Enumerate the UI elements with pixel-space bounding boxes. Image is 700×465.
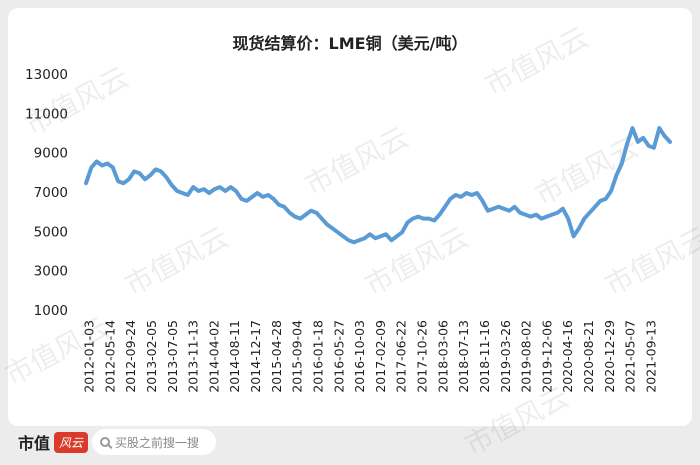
x-tick-label: 2013-07-05 bbox=[165, 320, 180, 393]
x-tick-label: 2020-04-16 bbox=[560, 320, 575, 393]
x-tick-label: 2018-11-16 bbox=[477, 320, 492, 393]
line-chart: 1000 3000 5000 7000 9000 11000 13000 2012-01-0… bbox=[25, 67, 672, 393]
x-tick-label: 2013-11-13 bbox=[186, 320, 201, 393]
search-placeholder: 买股之前搜一搜 bbox=[115, 435, 200, 450]
y-tick-label: 3000 bbox=[34, 264, 68, 280]
x-tick-label: 2021-05-07 bbox=[623, 320, 638, 393]
logo-badge: 风云 bbox=[54, 431, 89, 453]
x-tick-label: 2017-06-22 bbox=[394, 320, 409, 393]
x-tick-label: 2017-10-26 bbox=[415, 320, 430, 393]
y-tick-label: 11000 bbox=[25, 106, 68, 122]
x-tick-label: 2014-08-11 bbox=[227, 320, 242, 393]
x-tick-label: 2012-01-03 bbox=[82, 320, 97, 393]
x-tick-label: 2012-09-24 bbox=[123, 320, 138, 393]
x-tick-label: 2015-09-04 bbox=[290, 320, 305, 393]
x-tick-label: 2017-02-09 bbox=[373, 320, 388, 393]
x-tick-label: 2019-03-26 bbox=[498, 320, 513, 393]
x-tick-label: 2015-04-28 bbox=[269, 320, 284, 393]
x-tick-label: 2018-03-06 bbox=[435, 320, 450, 393]
x-tick-label: 2014-04-02 bbox=[206, 320, 221, 393]
chart-title: 现货结算价：LME铜（美元/吨） bbox=[232, 34, 468, 53]
x-tick-label: 2020-12-29 bbox=[602, 320, 617, 393]
chart-card bbox=[8, 8, 692, 426]
x-tick-label: 2021-09-13 bbox=[644, 320, 659, 393]
y-axis-ticks: 1000 3000 5000 7000 9000 11000 13000 bbox=[25, 67, 68, 319]
x-tick-label: 2016-05-27 bbox=[331, 320, 346, 393]
x-tick-label: 2016-10-03 bbox=[352, 320, 367, 393]
x-tick-label: 2020-08-21 bbox=[581, 320, 596, 393]
y-tick-label: 1000 bbox=[34, 303, 68, 319]
series-line bbox=[84, 126, 672, 245]
y-tick-label: 7000 bbox=[34, 185, 68, 201]
x-tick-label: 2018-07-13 bbox=[456, 320, 471, 393]
x-tick-label: 2012-05-14 bbox=[102, 320, 117, 393]
search-icon bbox=[100, 437, 110, 447]
x-tick-label: 2019-12-06 bbox=[539, 320, 554, 393]
y-tick-label: 13000 bbox=[25, 67, 68, 83]
search-input[interactable]: 买股之前搜一搜 bbox=[92, 429, 216, 455]
x-axis-ticks: 2012-01-03 2012-05-14 2012-09-24 2013-02-05… bbox=[82, 320, 659, 393]
x-tick-label: 2016-01-18 bbox=[310, 320, 325, 393]
brand-logo[interactable]: 市值 风云 bbox=[18, 430, 89, 454]
logo-text: 市值 bbox=[18, 434, 51, 453]
x-tick-label: 2014-12-17 bbox=[248, 320, 263, 393]
y-tick-label: 5000 bbox=[34, 224, 68, 240]
y-tick-label: 9000 bbox=[34, 146, 68, 162]
x-tick-label: 2013-02-05 bbox=[144, 320, 159, 393]
x-tick-label: 2019-08-02 bbox=[519, 320, 534, 393]
